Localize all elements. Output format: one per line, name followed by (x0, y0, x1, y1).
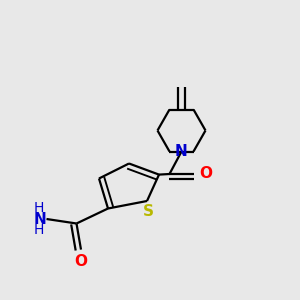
Text: O: O (199, 167, 212, 182)
Text: H: H (34, 200, 44, 214)
Text: N: N (175, 144, 188, 159)
Text: S: S (143, 204, 154, 219)
Text: O: O (74, 254, 88, 269)
Text: N: N (34, 212, 46, 226)
Text: H: H (34, 224, 44, 238)
